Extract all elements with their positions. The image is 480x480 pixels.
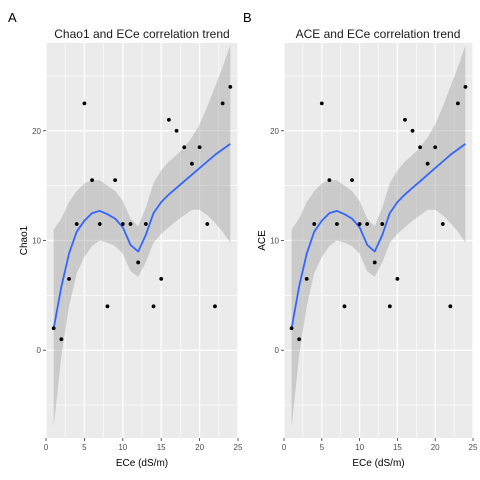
data-point <box>365 222 370 226</box>
panel-letter: B <box>243 10 252 25</box>
data-point <box>128 222 133 226</box>
data-point <box>297 337 302 342</box>
data-point <box>166 117 171 122</box>
data-point <box>463 84 468 89</box>
plot-area <box>46 43 238 438</box>
data-point <box>357 222 362 226</box>
y-axis-title: Chao1 <box>19 225 30 255</box>
data-point <box>105 304 110 309</box>
x-tick-label: 10 <box>355 443 364 452</box>
data-point <box>51 326 56 331</box>
y-axis-title: ACE <box>257 230 268 251</box>
data-point <box>455 101 460 106</box>
data-point <box>448 304 453 309</box>
x-tick-label: 0 <box>282 443 287 452</box>
x-tick-label: 5 <box>320 443 325 452</box>
data-point <box>395 277 400 281</box>
data-point <box>418 145 422 150</box>
x-axis-title: ECe (dS/m) <box>116 458 168 469</box>
x-tick-label: 25 <box>234 443 243 452</box>
y-tick-label: 10 <box>32 237 41 246</box>
y-tick-label: 0 <box>275 346 280 355</box>
data-point <box>380 222 385 226</box>
data-point <box>182 145 187 150</box>
x-tick-label: 15 <box>157 443 166 452</box>
chart-title: Chao1 and ECe correlation trend <box>54 27 229 41</box>
data-point <box>387 304 392 309</box>
confidence-ribbon <box>53 45 231 427</box>
data-point <box>228 84 233 89</box>
data-point <box>159 277 164 281</box>
x-tick-label: 5 <box>82 443 87 452</box>
plot-area <box>284 43 473 438</box>
data-point <box>220 101 225 106</box>
data-point <box>327 178 332 183</box>
data-point <box>82 101 87 106</box>
y-tick-label: 10 <box>270 237 279 246</box>
data-point <box>304 277 309 281</box>
x-axis-title: ECe (dS/m) <box>352 458 404 469</box>
data-point <box>372 260 377 265</box>
chart-panel-a: A Chao1 and ECe correlation trend 0 5 10 15 20… <box>8 10 243 469</box>
data-point <box>136 260 141 265</box>
x-tick-label: 20 <box>195 443 204 452</box>
x-tick-label: 15 <box>393 443 402 452</box>
data-point <box>197 145 202 150</box>
data-point <box>97 222 102 226</box>
data-point <box>425 161 430 166</box>
data-point <box>312 222 317 226</box>
data-point <box>335 222 339 226</box>
x-tick-label: 0 <box>44 443 49 452</box>
data-point <box>59 337 64 342</box>
data-point <box>190 161 194 166</box>
data-point <box>90 178 94 183</box>
confidence-ribbon <box>291 45 466 427</box>
data-point <box>350 178 354 183</box>
chart-title: ACE and ECe correlation trend <box>296 27 461 41</box>
data-point <box>403 117 407 122</box>
panel-letter: A <box>8 10 17 25</box>
data-point <box>289 326 294 331</box>
data-point <box>319 101 324 106</box>
data-point <box>120 222 125 226</box>
data-point <box>213 304 217 309</box>
x-tick-label: 25 <box>469 443 478 452</box>
y-tick-label: 20 <box>32 127 41 136</box>
data-point <box>410 128 415 133</box>
data-point <box>143 222 148 226</box>
x-tick-label: 20 <box>431 443 440 452</box>
data-point <box>113 178 118 183</box>
y-tick-label: 0 <box>37 346 42 355</box>
data-point <box>74 222 79 226</box>
x-tick-label: 10 <box>118 443 127 452</box>
chart-panel-b: B ACE and ECe correlation trend 0 5 10 15 20 25… <box>243 10 478 469</box>
y-tick-label: 20 <box>270 127 279 136</box>
smooth-trend-line <box>290 143 466 329</box>
data-point <box>174 128 179 133</box>
data-point <box>342 304 347 309</box>
data-point <box>151 304 156 309</box>
data-point <box>440 222 445 226</box>
data-point <box>205 222 210 226</box>
data-point <box>67 277 71 281</box>
data-point <box>433 145 438 150</box>
smooth-trend-line <box>52 143 231 329</box>
